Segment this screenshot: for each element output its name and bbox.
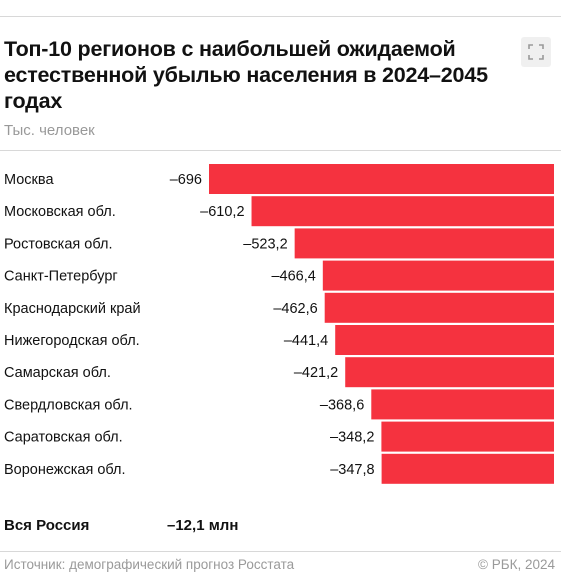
bar-chart: Москва –696 Московская обл. –610,2 Ростовска… <box>4 164 555 484</box>
bar-9 <box>381 421 554 452</box>
bar-2 <box>251 196 555 227</box>
value-label: –348,2 <box>330 430 374 446</box>
value-label: –696 <box>170 172 202 188</box>
value-label: –347,8 <box>330 462 374 478</box>
expand-icon <box>528 44 544 60</box>
top-divider <box>0 16 561 17</box>
bar-8 <box>371 389 554 420</box>
value-label: –421,2 <box>294 365 338 381</box>
total-label: Вся Россия <box>4 517 90 534</box>
value-label: –441,4 <box>284 333 328 349</box>
bar-10 <box>381 453 554 484</box>
bar-4 <box>322 260 554 291</box>
category-label: Санкт-Петербург <box>4 269 118 285</box>
category-label: Нижегородская обл. <box>4 333 140 349</box>
category-label: Саратовская обл. <box>4 430 123 446</box>
category-label: Краснодарский край <box>4 301 141 317</box>
total-value: –12,1 млн <box>167 517 239 534</box>
value-label: –462,6 <box>273 301 317 317</box>
category-label: Ростовская обл. <box>4 236 113 252</box>
units-label: Тыс. человек <box>4 122 95 139</box>
source-note: Источник: демографический прогноз Росста… <box>4 557 295 572</box>
category-label: Москва <box>4 172 54 188</box>
copyright: © РБК, 2024 <box>478 557 555 572</box>
category-label: Самарская обл. <box>4 365 111 381</box>
bar-6 <box>335 325 554 355</box>
bar-5 <box>324 292 554 323</box>
bar-7 <box>345 357 554 388</box>
category-label: Воронежская обл. <box>4 462 126 478</box>
value-label: –368,6 <box>320 397 364 413</box>
bar-1 <box>209 164 554 194</box>
value-label: –523,2 <box>243 236 287 252</box>
footer-divider <box>0 551 561 552</box>
value-label: –466,4 <box>271 269 315 285</box>
expand-button[interactable] <box>521 37 551 67</box>
category-label: Московская обл. <box>4 204 116 220</box>
chart-title: Топ-10 регионов с наибольшей ожидаемой е… <box>4 37 488 113</box>
chart-divider <box>0 150 561 151</box>
total-row: Вся Россия –12,1 млн <box>0 510 561 540</box>
value-label: –610,2 <box>200 204 244 220</box>
category-label: Свердловская обл. <box>4 397 133 413</box>
bar-3 <box>294 228 554 259</box>
